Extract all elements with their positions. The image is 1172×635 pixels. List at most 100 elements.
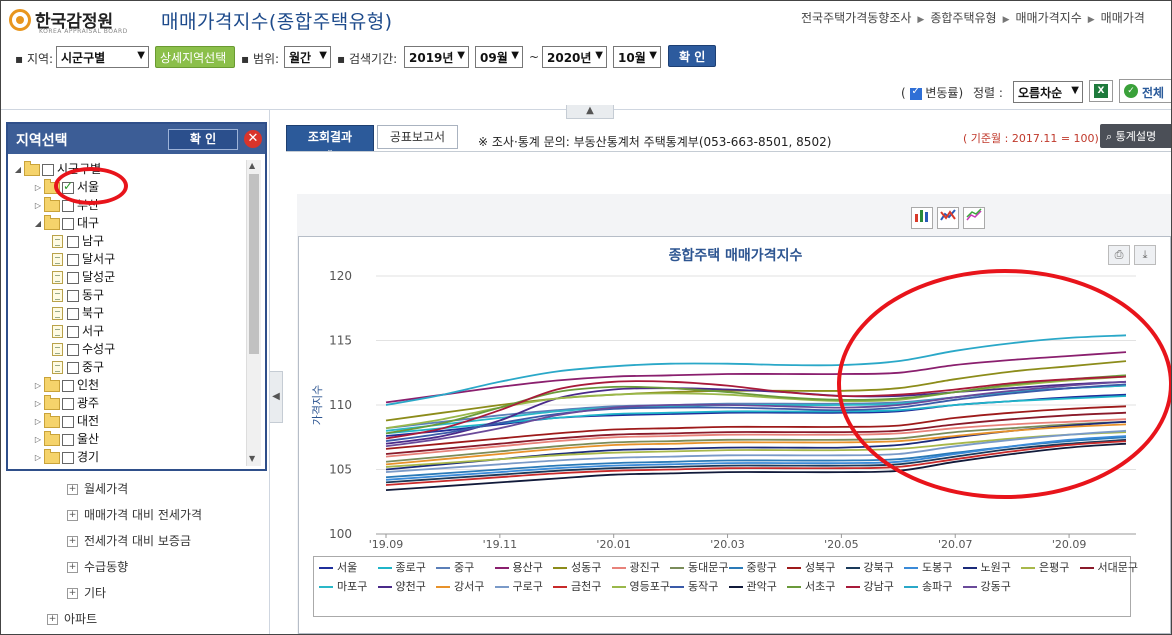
legend-item[interactable]: 용산구 xyxy=(494,559,543,575)
legend-item[interactable]: 구로구 xyxy=(494,578,543,594)
legend-item[interactable]: 동대문구 xyxy=(670,559,728,575)
collapse-icon[interactable]: ◢ xyxy=(14,165,22,174)
area-chart-icon[interactable] xyxy=(963,207,985,229)
legend-item[interactable]: 강서구 xyxy=(436,578,484,594)
tree-item[interactable]: ◢ 대구 xyxy=(32,214,99,232)
legend-item[interactable]: 도봉구 xyxy=(904,559,952,575)
tree-item-checkbox[interactable] xyxy=(62,451,74,464)
logo[interactable]: 한국감정원 KOREA APPRAISAL BOARD xyxy=(9,7,129,37)
tree-item[interactable]: ▷ 광주 xyxy=(32,394,99,412)
breadcrumb-item[interactable]: 매매가격지수 xyxy=(1015,11,1082,25)
excel-export-button[interactable]: X xyxy=(1089,80,1113,102)
download-icon[interactable]: ⤓ xyxy=(1134,245,1156,265)
tree-item[interactable]: 달성군 xyxy=(52,268,115,286)
tree-item-checkbox[interactable] xyxy=(62,415,74,428)
tree-item-checkbox[interactable] xyxy=(67,307,79,320)
collapse-icon[interactable]: ◢ xyxy=(34,219,42,228)
change-rate-toggle[interactable]: ( 변동률) xyxy=(901,84,963,101)
legend-item[interactable]: 노원구 xyxy=(962,559,1011,575)
scroll-up-icon[interactable]: ▲ xyxy=(249,161,256,170)
tab-report[interactable]: 공표보고서 xyxy=(377,125,458,149)
collapse-left-button[interactable]: ◀ xyxy=(270,371,283,423)
expand-plus-icon[interactable]: + xyxy=(67,536,78,547)
expand-plus-icon[interactable]: + xyxy=(67,588,78,599)
side-menu-item[interactable]: + 수급동향 xyxy=(67,558,128,575)
to-year-select[interactable]: 2020년 ▼ xyxy=(542,46,607,68)
tree-item[interactable]: 중구 xyxy=(52,358,104,376)
expand-icon[interactable]: ▷ xyxy=(34,183,42,192)
legend-item[interactable]: 중구 xyxy=(436,559,474,575)
collapse-top-button[interactable]: ▲ xyxy=(566,105,614,119)
range-select[interactable]: 월간 ▼ xyxy=(284,46,331,68)
tree-item-checkbox[interactable] xyxy=(67,325,79,338)
legend-item[interactable]: 동작구 xyxy=(670,578,718,594)
tree-item-checkbox[interactable] xyxy=(62,379,74,392)
tree-item-checkbox[interactable] xyxy=(67,235,79,248)
legend-item[interactable]: 서초구 xyxy=(787,578,835,594)
tree-item[interactable]: 수성구 xyxy=(52,340,115,358)
legend-item[interactable]: 관악구 xyxy=(728,578,777,594)
legend-item[interactable]: 서울 xyxy=(319,559,357,575)
tree-item[interactable]: ▷ 인천 xyxy=(32,376,99,394)
stats-description-button[interactable]: ⌕ 통계설명 xyxy=(1100,124,1171,148)
tree-item-checkbox[interactable] xyxy=(62,217,74,230)
tree-item-checkbox[interactable] xyxy=(62,433,74,446)
tree-item[interactable]: ▷ 대전 xyxy=(32,412,99,430)
tree-item[interactable]: ▷ 부산 xyxy=(32,196,99,214)
region-select[interactable]: 시군구별 ▼ xyxy=(56,46,149,68)
legend-item[interactable]: 송파구 xyxy=(904,578,952,594)
tree-item-checkbox[interactable] xyxy=(62,199,74,212)
legend-item[interactable]: 중랑구 xyxy=(728,559,777,575)
legend-item[interactable]: 성동구 xyxy=(553,559,601,575)
tree-item-checkbox[interactable] xyxy=(67,271,79,284)
tree-item-checkbox[interactable] xyxy=(67,253,79,266)
expand-icon[interactable]: ▷ xyxy=(34,435,42,444)
tree-item-checkbox[interactable] xyxy=(62,397,74,410)
to-month-select[interactable]: 10월 ▼ xyxy=(613,46,661,68)
tree-item-checkbox[interactable] xyxy=(62,179,74,194)
legend-item[interactable]: 금천구 xyxy=(553,578,601,594)
legend-item[interactable]: 은평구 xyxy=(1021,559,1069,575)
side-menu-item[interactable]: + 전세가격 대비 보증금 xyxy=(67,532,191,549)
search-confirm-button[interactable]: 확 인 xyxy=(668,45,717,67)
legend-item[interactable]: 강북구 xyxy=(845,559,894,575)
full-view-button[interactable]: ✓ 전체 xyxy=(1119,79,1171,103)
tree-item[interactable]: 서구 xyxy=(52,322,104,340)
from-year-select[interactable]: 2019년 ▼ xyxy=(404,46,469,68)
from-month-select[interactable]: 09월 ▼ xyxy=(475,46,523,68)
expand-plus-icon[interactable]: + xyxy=(67,562,78,573)
close-icon[interactable]: ✕ xyxy=(244,130,262,148)
tree-scrollbar[interactable]: ▲ ▼ xyxy=(246,160,261,466)
legend-item[interactable]: 양천구 xyxy=(377,578,426,594)
side-menu-item[interactable]: + 매매가격 대비 전세가격 xyxy=(67,506,202,523)
scrollbar-thumb[interactable] xyxy=(249,174,259,354)
expand-plus-icon[interactable]: + xyxy=(47,614,58,625)
scroll-down-icon[interactable]: ▼ xyxy=(249,454,256,463)
tree-item[interactable]: 동구 xyxy=(52,286,104,304)
legend-item[interactable]: 서대문구 xyxy=(1079,559,1138,575)
side-menu-item[interactable]: + 아파트 xyxy=(47,610,97,627)
tree-item[interactable]: 북구 xyxy=(52,304,104,322)
legend-item[interactable]: 영등포구 xyxy=(611,578,670,594)
tree-item[interactable]: ◢ 시군구별 xyxy=(12,160,101,178)
expand-icon[interactable]: ▷ xyxy=(34,417,42,426)
tree-item[interactable]: 달서구 xyxy=(52,250,115,268)
side-menu-item[interactable]: + 월세가격 xyxy=(67,480,128,497)
tree-item[interactable]: ▷ 경기 xyxy=(32,448,99,466)
region-confirm-button[interactable]: 확 인 xyxy=(168,129,238,150)
legend-item[interactable]: 성북구 xyxy=(787,559,835,575)
tree-item[interactable]: 남구 xyxy=(52,232,104,250)
bar-chart-icon[interactable] xyxy=(911,207,933,229)
print-icon[interactable]: ⎙ xyxy=(1108,245,1130,265)
expand-plus-icon[interactable]: + xyxy=(67,484,78,495)
expand-plus-icon[interactable]: + xyxy=(67,510,78,521)
tree-item-checkbox[interactable] xyxy=(42,163,54,176)
tree-item[interactable]: ▷ 서울 xyxy=(32,178,99,196)
tree-item[interactable]: ▷ 울산 xyxy=(32,430,99,448)
tree-item-checkbox[interactable] xyxy=(67,361,79,374)
detail-region-button[interactable]: 상세지역선택 xyxy=(155,46,235,68)
breadcrumb-item[interactable]: 전국주택가격동향조사 xyxy=(801,11,912,25)
breadcrumb-item[interactable]: 매매가격 xyxy=(1100,11,1145,25)
tree-item-checkbox[interactable] xyxy=(67,343,79,356)
side-menu-item[interactable]: + 기타 xyxy=(67,584,106,601)
